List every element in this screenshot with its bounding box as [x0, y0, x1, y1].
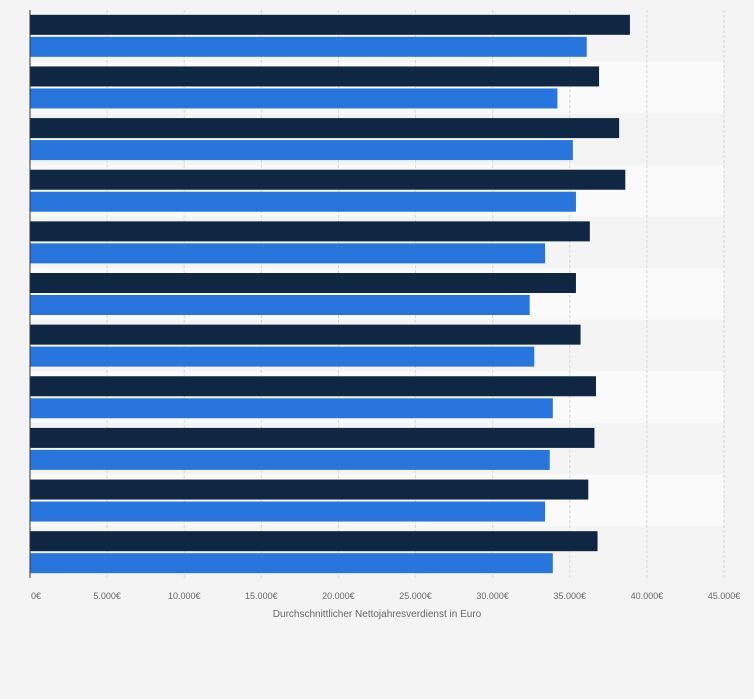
bar-series-2 — [30, 398, 553, 419]
x-tick-label: 5.000€ — [93, 591, 121, 601]
x-tick-label: 45.000€ — [708, 591, 741, 601]
x-axis-title: Durchschnittlicher Nettojahresverdienst … — [273, 609, 482, 620]
x-tick-label: 10.000€ — [168, 591, 201, 601]
bar-series-1 — [30, 118, 620, 139]
bar-series-2 — [30, 191, 576, 212]
bar-series-2 — [30, 449, 550, 470]
bar-series-2 — [30, 36, 587, 57]
x-tick-label: 15.000€ — [245, 591, 278, 601]
bar-series-1 — [30, 14, 630, 35]
bar-series-1 — [30, 531, 598, 552]
bar-series-1 — [30, 273, 576, 293]
bar-series-1 — [30, 169, 626, 190]
bar-series-1 — [30, 479, 589, 500]
x-tick-label: 40.000€ — [631, 591, 664, 601]
bars — [30, 14, 630, 574]
bar-series-2 — [30, 295, 530, 315]
bar-series-1 — [30, 324, 581, 345]
bar-series-2 — [30, 88, 558, 109]
bar-series-1 — [30, 221, 590, 242]
bar-series-1 — [30, 427, 595, 448]
bar-series-2 — [30, 140, 573, 161]
bar-series-2 — [30, 501, 546, 522]
bar-series-1 — [30, 376, 596, 397]
bar-series-2 — [30, 346, 535, 367]
bar-series-1 — [30, 66, 600, 87]
bar-series-2 — [30, 553, 553, 574]
x-tick-label: 25.000€ — [399, 591, 432, 601]
x-tick-label: 20.000€ — [322, 591, 355, 601]
x-tick-label: 0€ — [31, 591, 41, 601]
x-tick-label: 35.000€ — [554, 591, 587, 601]
x-tick-labels: 0€ 5.000€ 10.000€ 15.000€ 20.000€ 25.000€ 30.0… — [31, 591, 740, 601]
x-tick-label: 30.000€ — [476, 591, 509, 601]
bar-series-2 — [30, 243, 546, 264]
